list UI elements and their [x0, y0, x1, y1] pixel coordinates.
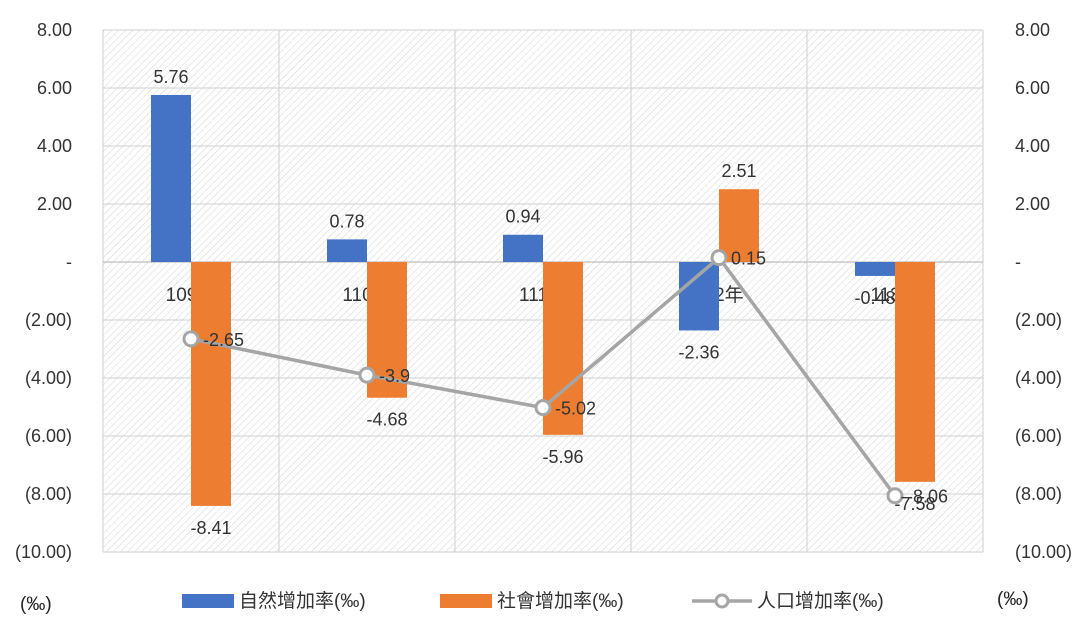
left-tick-label: 4.00 — [37, 136, 72, 156]
legend-marker — [714, 593, 730, 609]
left-tick-label: 2.00 — [37, 194, 72, 214]
population-increase-marker — [534, 399, 552, 417]
left-tick-label: (8.00) — [25, 484, 72, 504]
natural-increase-label: 0.78 — [329, 211, 364, 231]
legend-item: 自然增加率(‰) — [182, 590, 366, 612]
social-increase-label: -5.96 — [542, 447, 583, 467]
left-tick-label: 6.00 — [37, 78, 72, 98]
natural-increase-label: 0.94 — [505, 207, 540, 227]
natural-increase-label: 5.76 — [153, 67, 188, 87]
legend-label: 人口增加率(‰) — [757, 590, 884, 612]
right-tick-label: (4.00) — [1015, 368, 1062, 388]
social-increase-label: -4.68 — [366, 410, 407, 430]
right-tick-label: 4.00 — [1015, 136, 1050, 156]
legend-item: 社會增加率(‰) — [440, 590, 624, 612]
right-tick-label: 2.00 — [1015, 194, 1050, 214]
right-tick-label: (8.00) — [1015, 484, 1062, 504]
right-tick-label: - — [1015, 252, 1021, 272]
left-tick-label: - — [66, 252, 72, 272]
right-tick-label: (10.00) — [1015, 542, 1072, 562]
population-increase-label: -8.06 — [907, 487, 948, 507]
natural-increase-bar — [679, 262, 719, 331]
population-increase-marker — [886, 487, 904, 505]
legend: 自然增加率(‰) 社會增加率(‰) 人口增加率(‰) — [182, 590, 884, 612]
legend-swatch — [440, 594, 492, 608]
right-tick-label: 6.00 — [1015, 78, 1050, 98]
left-tick-label: 8.00 — [37, 20, 72, 40]
natural-increase-label: -0.48 — [854, 288, 895, 308]
social-increase-label: 2.51 — [721, 161, 756, 181]
legend-item: 人口增加率(‰) — [692, 590, 884, 612]
left-tick-label: (6.00) — [25, 426, 72, 446]
data-labels: 5.76 0.78 0.94 -2.36 -0.48 -8.41 -4.68 -5.96 2.5… — [153, 67, 948, 538]
line-series — [182, 249, 904, 505]
population-increase-label: 0.15 — [731, 249, 766, 269]
left-axis: 8.00 6.00 4.00 2.00 - (2.00) (4.00) (6.00) (8.00… — [15, 20, 72, 562]
left-unit-label: (‰) — [20, 594, 52, 615]
population-increase-label: -2.65 — [203, 330, 244, 350]
left-tick-label: (4.00) — [25, 368, 72, 388]
legend-swatch — [182, 594, 234, 608]
social-increase-label: -7.58 — [894, 494, 935, 514]
legend-label: 自然增加率(‰) — [239, 590, 366, 612]
social-increase-bar — [191, 262, 231, 506]
natural-increase-bar — [327, 239, 367, 262]
right-axis: 8.00 6.00 4.00 2.00 - (2.00) (4.00) (6.00) (8.00… — [1015, 20, 1072, 562]
right-tick-label: (6.00) — [1015, 426, 1062, 446]
population-increase-marker — [182, 330, 200, 348]
gridlines — [102, 29, 984, 553]
social-increase-bar — [719, 189, 759, 262]
left-tick-label: (10.00) — [15, 542, 72, 562]
social-increase-bar — [895, 262, 935, 482]
right-tick-label: (2.00) — [1015, 310, 1062, 330]
left-tick-label: (2.00) — [25, 310, 72, 330]
bars — [151, 94, 935, 506]
right-tick-label: 8.00 — [1015, 20, 1050, 40]
right-unit-label: (‰) — [997, 589, 1029, 610]
legend-label: 社會增加率(‰) — [497, 590, 624, 612]
natural-increase-bar — [855, 262, 895, 276]
natural-increase-bar — [151, 94, 191, 263]
social-increase-label: -8.41 — [190, 518, 231, 538]
population-increase-marker — [358, 366, 376, 384]
natural-increase-bar — [503, 234, 543, 262]
population-increase-label: -3.9 — [379, 366, 410, 386]
population-increase-marker — [710, 249, 728, 267]
population-increase-label: -5.02 — [555, 399, 596, 419]
natural-increase-label: -2.36 — [678, 342, 719, 362]
